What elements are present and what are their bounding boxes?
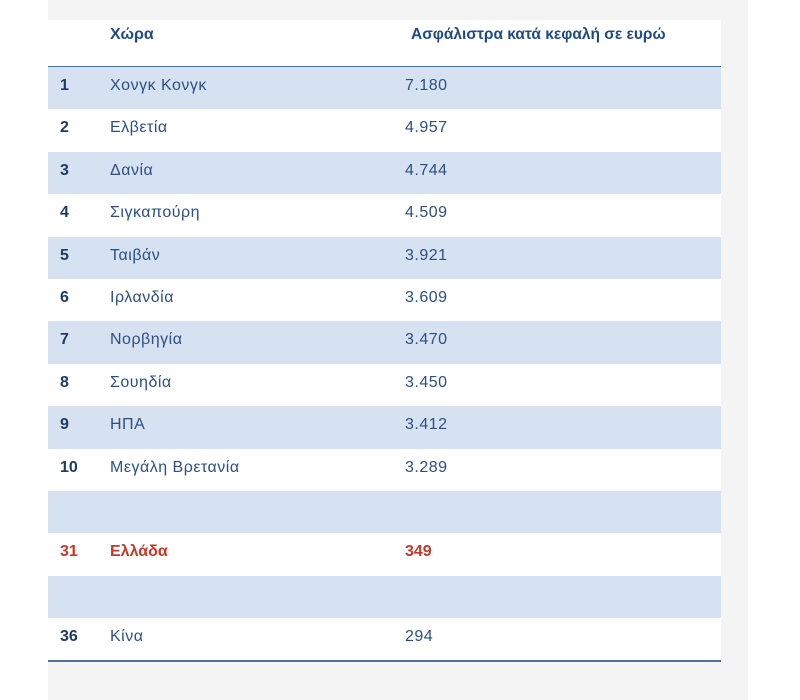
premium-value-cell: 4.509	[405, 204, 448, 222]
table-row	[48, 575, 721, 619]
table-body: 1 Χονγκ Κονγκ 7.180 2 Ελβετία 4.957 3 Δανία 4.74…	[48, 67, 721, 661]
table-header-row: Χώρα Ασφάλιστρα κατά κεφαλή σε ευρώ	[48, 20, 721, 67]
table-row: 8 Σουηδία 3.450	[48, 363, 721, 407]
ranking-table: Χώρα Ασφάλιστρα κατά κεφαλή σε ευρώ 1 Χον…	[48, 20, 721, 663]
country-cell: Χονγκ Κονγκ	[110, 77, 207, 94]
rank-cell: 31	[60, 543, 78, 561]
table-row: 1 Χονγκ Κονγκ 7.180	[48, 67, 721, 110]
table-row: 9 ΗΠΑ 3.412	[48, 406, 721, 449]
country-cell: Σουηδία	[110, 373, 172, 391]
country-cell: Ελλάδα	[110, 543, 168, 561]
premium-value-cell: 4.957	[405, 119, 448, 137]
table-row: 7 Νορβηγία 3.470	[48, 321, 721, 364]
rank-cell: 4	[60, 204, 69, 222]
table-bottom-rule	[48, 660, 721, 663]
table-row: 36 Κίνα 294	[48, 618, 721, 661]
premium-value-cell: 3.412	[405, 416, 448, 434]
country-cell: Ελβετία	[110, 119, 168, 137]
premium-value-cell: 349	[405, 543, 432, 561]
table-row: 10 Μεγάλη Βρετανία 3.289	[48, 448, 721, 491]
premium-value-cell: 294	[405, 628, 434, 646]
rank-cell: 5	[60, 246, 69, 264]
country-cell: Ταιβάν	[110, 246, 161, 264]
rank-cell: 10	[60, 458, 78, 476]
country-cell: Μεγάλη Βρετανία	[110, 458, 240, 476]
rank-cell: 1	[60, 77, 69, 94]
premium-value-cell: 7.180	[405, 77, 448, 94]
table-row: 6 Ιρλανδία 3.609	[48, 278, 721, 322]
country-cell: Δανία	[110, 161, 154, 179]
premium-value-cell: 3.921	[405, 246, 448, 264]
premium-value-cell: 3.470	[405, 331, 448, 349]
table-row: 4 Σιγκαπούρη 4.509	[48, 194, 721, 237]
country-cell: Κίνα	[110, 628, 144, 646]
country-cell: Νορβηγία	[110, 331, 183, 349]
rank-cell: 7	[60, 331, 69, 349]
premium-value-cell: 4.744	[405, 161, 448, 179]
rank-cell: 36	[60, 628, 78, 646]
rank-cell: 3	[60, 161, 69, 179]
table-row	[48, 490, 721, 534]
rank-cell: 6	[60, 288, 69, 306]
rank-cell: 2	[60, 119, 69, 137]
country-cell: ΗΠΑ	[110, 416, 146, 434]
premium-value-cell: 3.450	[405, 373, 448, 391]
table-row: 2 Ελβετία 4.957	[48, 109, 721, 152]
table-row-highlight: 31 Ελλάδα 349	[48, 533, 721, 576]
table-row: 5 Ταιβάν 3.921	[48, 236, 721, 279]
premium-value-cell: 3.289	[405, 458, 448, 476]
table-row: 3 Δανία 4.744	[48, 151, 721, 195]
rank-cell: 9	[60, 416, 69, 434]
country-cell: Σιγκαπούρη	[110, 204, 200, 222]
premium-value-cell: 3.609	[405, 288, 448, 306]
header-country: Χώρα	[110, 26, 154, 43]
rank-cell: 8	[60, 373, 69, 391]
country-cell: Ιρλανδία	[110, 288, 174, 306]
header-premium: Ασφάλιστρα κατά κεφαλή σε ευρώ	[411, 26, 666, 43]
